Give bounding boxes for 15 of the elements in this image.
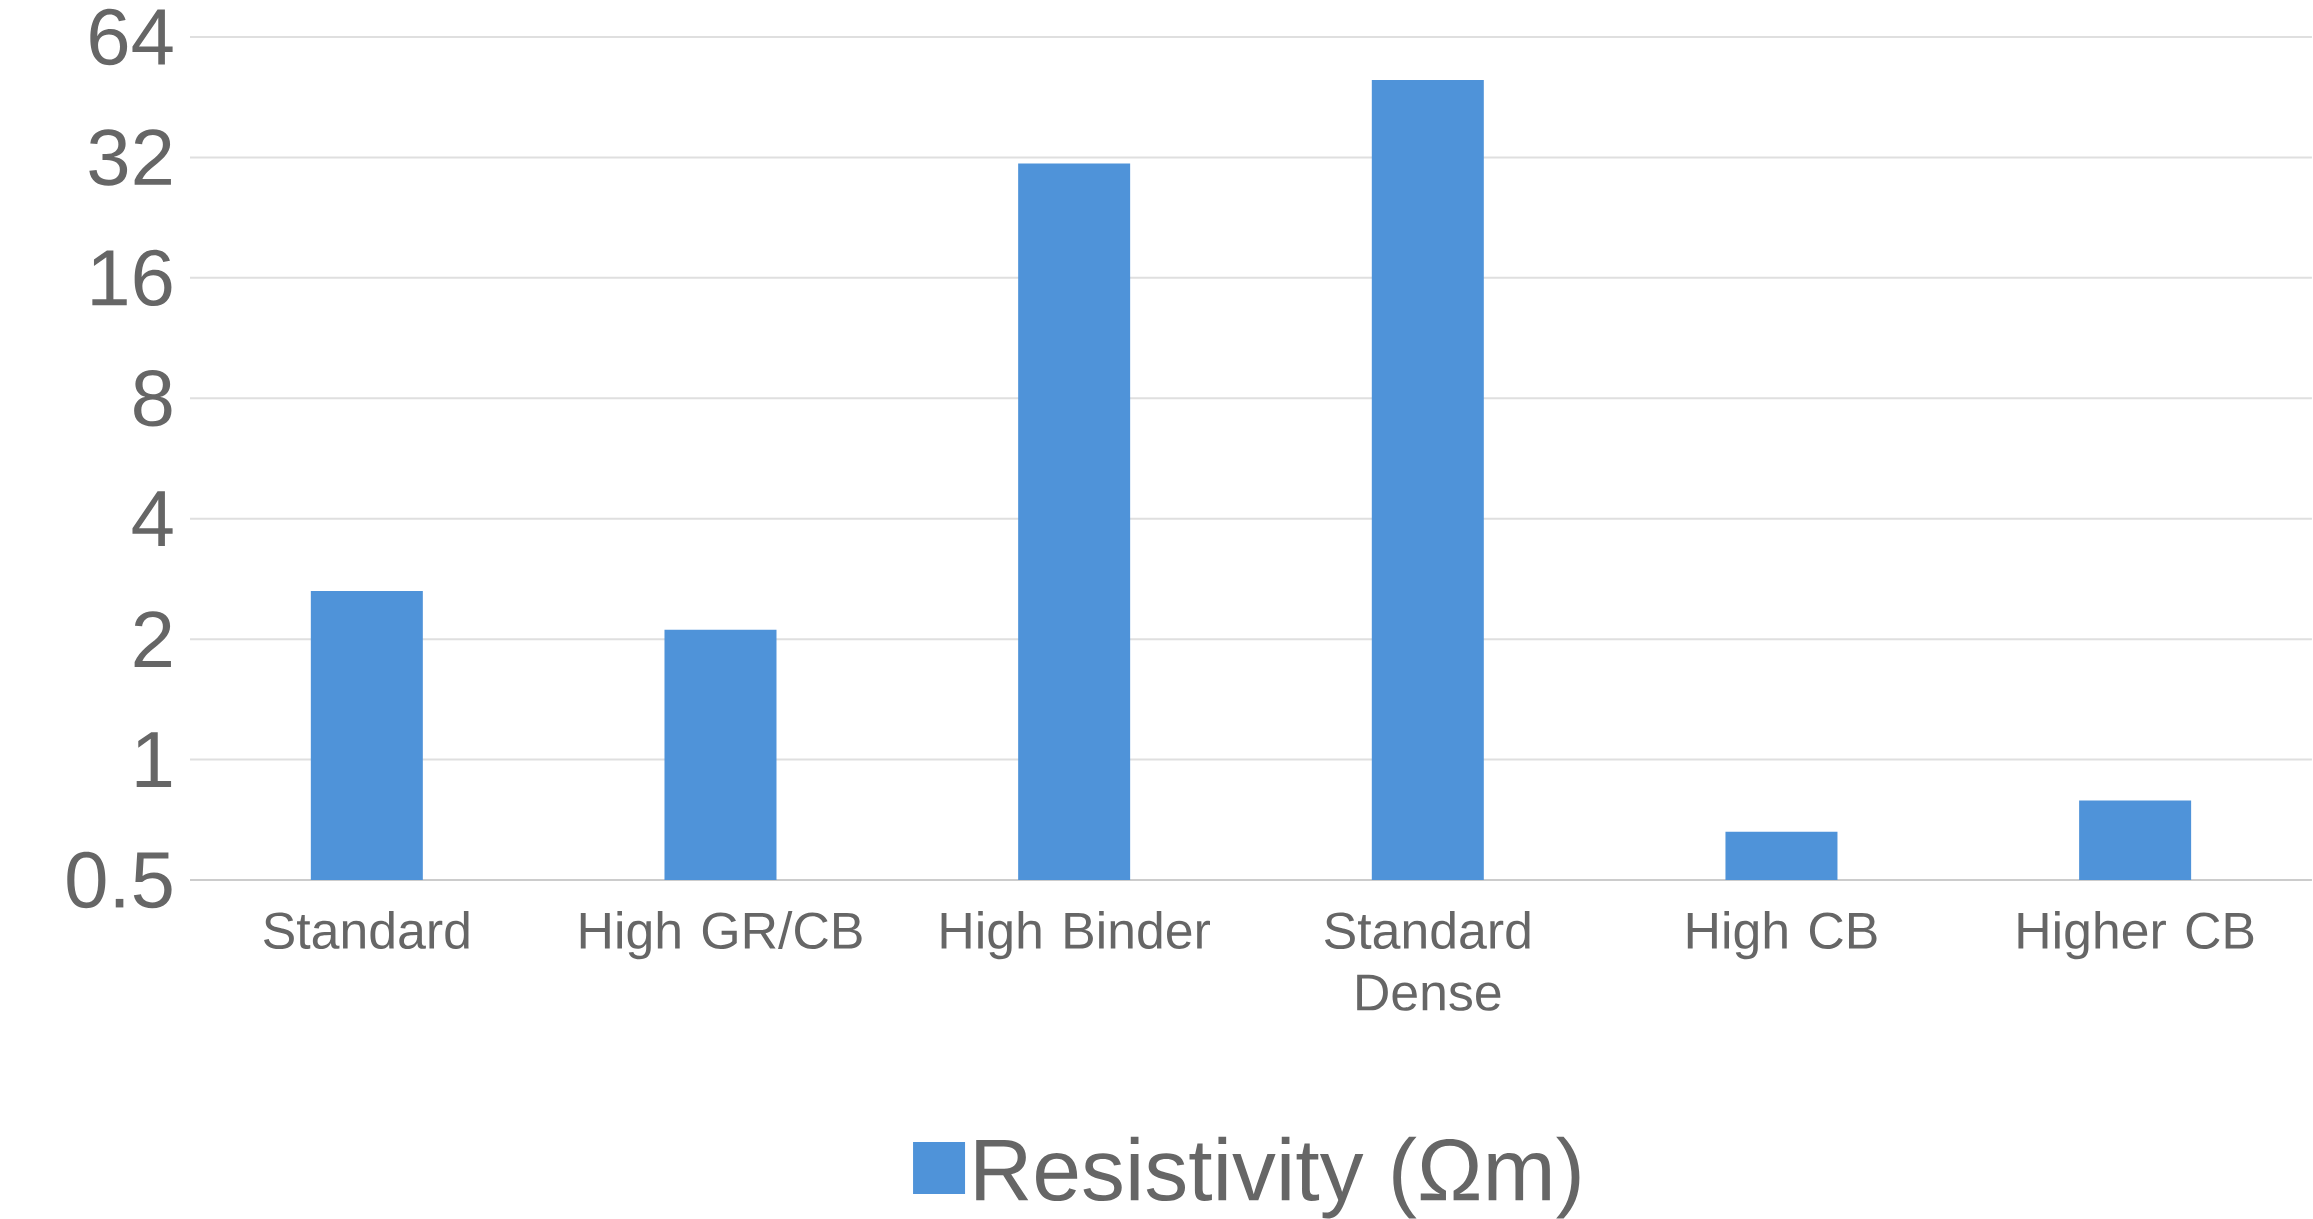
y-tick-label: 64 bbox=[90, 8, 173, 66]
y-tick-label: 0.5 bbox=[67, 851, 172, 909]
y-tick-label: 1 bbox=[136, 732, 172, 787]
x-tick-label: Higher CB bbox=[2018, 911, 2254, 960]
y-tick-label: 32 bbox=[89, 129, 171, 186]
y-tick-label: 8 bbox=[134, 370, 172, 427]
legend-label: Resistivity (Ωm) bbox=[976, 1136, 1580, 1219]
x-tick-label: Standard bbox=[264, 911, 469, 950]
y-tick-label: 16 bbox=[92, 249, 172, 307]
y-tick-label: 4 bbox=[132, 491, 173, 547]
y-tick-label: 2 bbox=[134, 611, 171, 667]
x-tick-label: High Binder bbox=[941, 911, 1210, 960]
x-tick-label: High CB bbox=[1687, 911, 1877, 960]
x-tick-label: High GR/CB bbox=[580, 911, 862, 960]
x-tick-label: Standard Dense bbox=[1325, 911, 1530, 1011]
